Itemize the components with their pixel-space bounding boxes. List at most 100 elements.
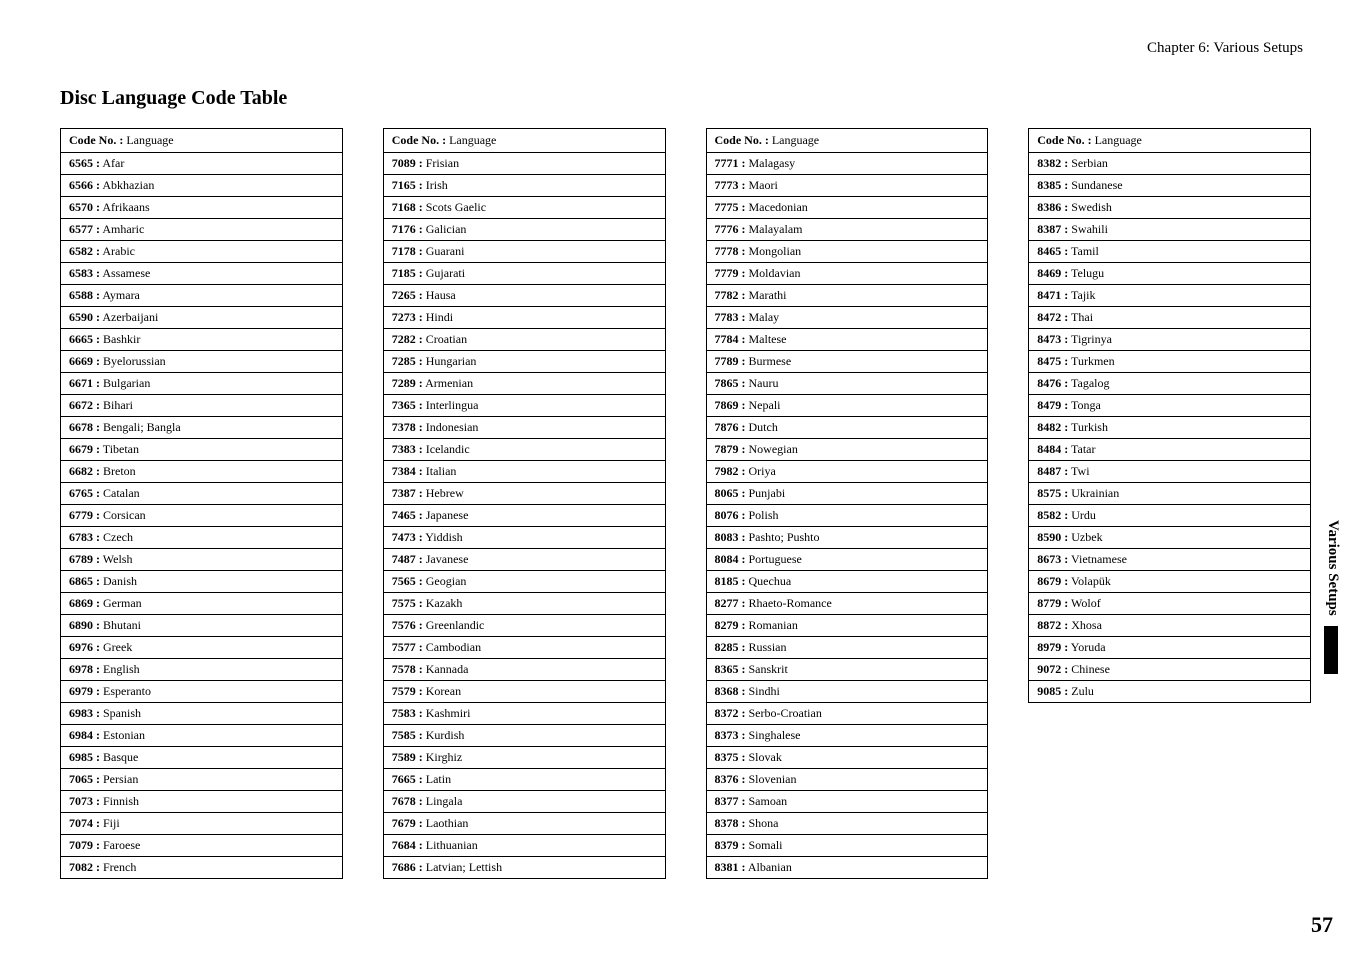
code-cell: 8575 : Ukrainian <box>1029 483 1311 505</box>
code-cell: 7273 : Hindi <box>383 307 665 329</box>
code-cell: 7576 : Greenlandic <box>383 615 665 637</box>
code-cell: 8679 : Volapük <box>1029 571 1311 593</box>
side-tab: Various Setups <box>1324 520 1341 674</box>
table-row: 8285 : Russian <box>706 637 988 659</box>
table-row: 8387 : Swahili <box>1029 219 1311 241</box>
table-row: 8487 : Twi <box>1029 461 1311 483</box>
table-row: 8779 : Wolof <box>1029 593 1311 615</box>
table-row: 8083 : Pashto; Pushto <box>706 527 988 549</box>
code-cell: 7074 : Fiji <box>61 813 343 835</box>
code-cell: 7678 : Lingala <box>383 791 665 813</box>
code-cell: 7789 : Burmese <box>706 351 988 373</box>
code-cell: 8382 : Serbian <box>1029 153 1311 175</box>
table-row: 8471 : Tajik <box>1029 285 1311 307</box>
code-cell: 7289 : Armenian <box>383 373 665 395</box>
table-row: 8376 : Slovenian <box>706 769 988 791</box>
code-cell: 6765 : Catalan <box>61 483 343 505</box>
table-row: 7082 : French <box>61 857 343 879</box>
table-row: 7176 : Galician <box>383 219 665 241</box>
code-cell: 7365 : Interlingua <box>383 395 665 417</box>
code-cell: 6789 : Welsh <box>61 549 343 571</box>
code-cell: 8084 : Portuguese <box>706 549 988 571</box>
table-row: 6582 : Arabic <box>61 241 343 263</box>
table-row: 6672 : Bihari <box>61 395 343 417</box>
table-row: 9072 : Chinese <box>1029 659 1311 681</box>
code-cell: 7585 : Kurdish <box>383 725 665 747</box>
table-row: 7773 : Maori <box>706 175 988 197</box>
code-cell: 6865 : Danish <box>61 571 343 593</box>
code-cell: 7384 : Italian <box>383 461 665 483</box>
table-row: 8379 : Somali <box>706 835 988 857</box>
table-row: 7771 : Malagasy <box>706 153 988 175</box>
table-row: 8382 : Serbian <box>1029 153 1311 175</box>
code-cell: 7165 : Irish <box>383 175 665 197</box>
code-cell: 7185 : Gujarati <box>383 263 665 285</box>
table-row: 7282 : Croatian <box>383 329 665 351</box>
table-row: 7576 : Greenlandic <box>383 615 665 637</box>
code-cell: 7168 : Scots Gaelic <box>383 197 665 219</box>
code-cell: 7282 : Croatian <box>383 329 665 351</box>
code-cell: 7079 : Faroese <box>61 835 343 857</box>
table-row: 6779 : Corsican <box>61 505 343 527</box>
code-cell: 6678 : Bengali; Bangla <box>61 417 343 439</box>
code-cell: 7771 : Malagasy <box>706 153 988 175</box>
table-row: 7185 : Gujarati <box>383 263 665 285</box>
code-cell: 8779 : Wolof <box>1029 593 1311 615</box>
table-row: 7778 : Mongolian <box>706 241 988 263</box>
code-cell: 8372 : Serbo-Croatian <box>706 703 988 725</box>
code-cell: 9085 : Zulu <box>1029 681 1311 703</box>
table-row: 7578 : Kannada <box>383 659 665 681</box>
table-row: 6783 : Czech <box>61 527 343 549</box>
code-cell: 8475 : Turkmen <box>1029 351 1311 373</box>
code-cell: 8376 : Slovenian <box>706 769 988 791</box>
code-cell: 6577 : Amharic <box>61 219 343 241</box>
code-cell: 7065 : Persian <box>61 769 343 791</box>
code-cell: 8473 : Tigrinya <box>1029 329 1311 351</box>
table-row: 8279 : Romanian <box>706 615 988 637</box>
table-row: 7865 : Nauru <box>706 373 988 395</box>
table-row: 6665 : Bashkir <box>61 329 343 351</box>
table-row: 7789 : Burmese <box>706 351 988 373</box>
table-row: 7776 : Malayalam <box>706 219 988 241</box>
code-cell: 8375 : Slovak <box>706 747 988 769</box>
table-header: Code No. : Language <box>706 129 988 153</box>
code-cell: 8377 : Samoan <box>706 791 988 813</box>
table-row: 7378 : Indonesian <box>383 417 665 439</box>
code-cell: 7778 : Mongolian <box>706 241 988 263</box>
table-row: 6985 : Basque <box>61 747 343 769</box>
code-cell: 7665 : Latin <box>383 769 665 791</box>
code-cell: 6583 : Assamese <box>61 263 343 285</box>
table-row: 7289 : Armenian <box>383 373 665 395</box>
code-cell: 8479 : Tonga <box>1029 395 1311 417</box>
table-row: 8373 : Singhalese <box>706 725 988 747</box>
code-cell: 7982 : Oriya <box>706 461 988 483</box>
code-cell: 6976 : Greek <box>61 637 343 659</box>
page-number: 57 <box>1311 912 1333 938</box>
code-cell: 8476 : Tagalog <box>1029 373 1311 395</box>
table-row: 7165 : Irish <box>383 175 665 197</box>
table-row: 7678 : Lingala <box>383 791 665 813</box>
code-cell: 6779 : Corsican <box>61 505 343 527</box>
table-row: 7384 : Italian <box>383 461 665 483</box>
table-row: 9085 : Zulu <box>1029 681 1311 703</box>
table-row: 6765 : Catalan <box>61 483 343 505</box>
table-row: 7686 : Latvian; Lettish <box>383 857 665 879</box>
code-cell: 7378 : Indonesian <box>383 417 665 439</box>
table-header: Code No. : Language <box>61 129 343 153</box>
code-cell: 6669 : Byelorussian <box>61 351 343 373</box>
code-cell: 6869 : German <box>61 593 343 615</box>
code-cell: 7869 : Nepali <box>706 395 988 417</box>
table-row: 7784 : Maltese <box>706 329 988 351</box>
code-cell: 6566 : Abkhazian <box>61 175 343 197</box>
table-row: 7089 : Frisian <box>383 153 665 175</box>
code-cell: 9072 : Chinese <box>1029 659 1311 681</box>
table-row: 7487 : Javanese <box>383 549 665 571</box>
code-cell: 7073 : Finnish <box>61 791 343 813</box>
table-row: 8479 : Tonga <box>1029 395 1311 417</box>
code-cell: 7285 : Hungarian <box>383 351 665 373</box>
code-cell: 7176 : Galician <box>383 219 665 241</box>
table-row: 8185 : Quechua <box>706 571 988 593</box>
code-cell: 7579 : Korean <box>383 681 665 703</box>
table-header: Code No. : Language <box>1029 129 1311 153</box>
table-row: 7178 : Guarani <box>383 241 665 263</box>
